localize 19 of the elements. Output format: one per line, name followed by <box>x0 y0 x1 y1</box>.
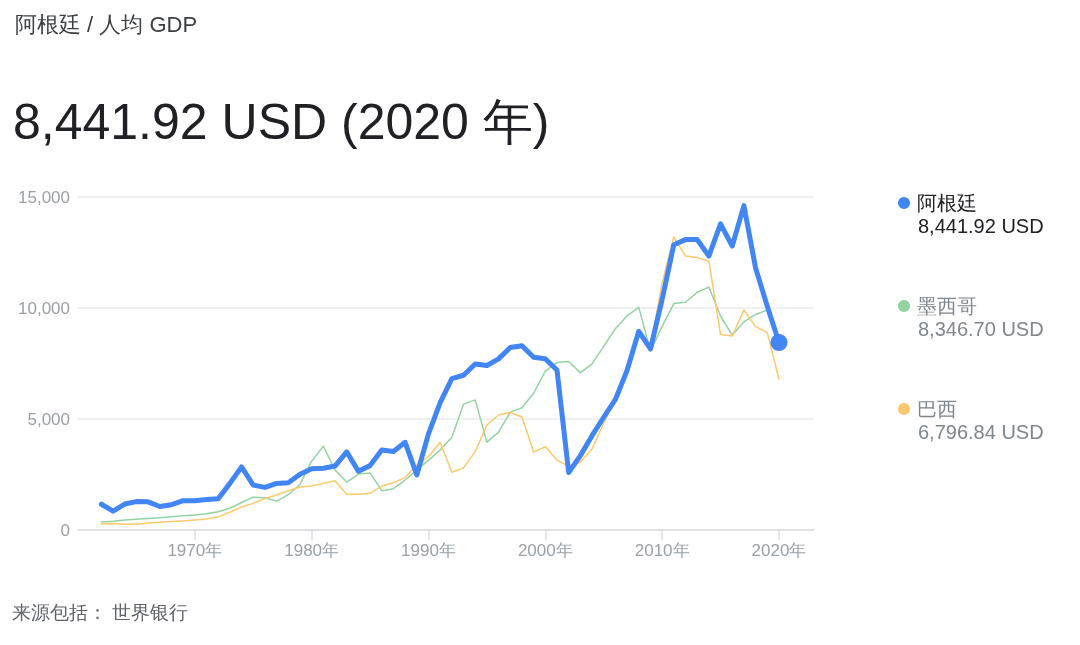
legend-label: 巴西 <box>917 398 957 420</box>
y-tick-label: 0 <box>60 520 70 540</box>
x-tick-label: 2000年 <box>517 541 573 560</box>
x-tick-label: 2010年 <box>634 541 690 560</box>
x-tick-label: 1970年 <box>167 541 223 560</box>
y-tick-label: 5,000 <box>27 409 70 429</box>
chart-subtitle: 8,441.92 USD (2020 年) <box>13 94 550 150</box>
legend-label: 墨西哥 <box>917 295 977 317</box>
text: 来源包括： 世界银行 <box>12 602 189 623</box>
text: 8,441.92 USD <box>918 215 1044 237</box>
y-tick-label: 10,000 <box>18 298 70 318</box>
y-tick-label: 15,000 <box>18 187 70 207</box>
x-tick-label: 1990年 <box>401 541 456 560</box>
text: 6,796.84 USD <box>918 421 1044 443</box>
chart-title: 阿根廷 / 人均 GDP <box>15 11 198 37</box>
x-tick-label: 1980年 <box>284 541 340 560</box>
x-tick-label: 2020年 <box>751 541 807 560</box>
legend-label: 阿根廷 <box>917 192 977 214</box>
text: 8,346.70 USD <box>918 318 1044 340</box>
